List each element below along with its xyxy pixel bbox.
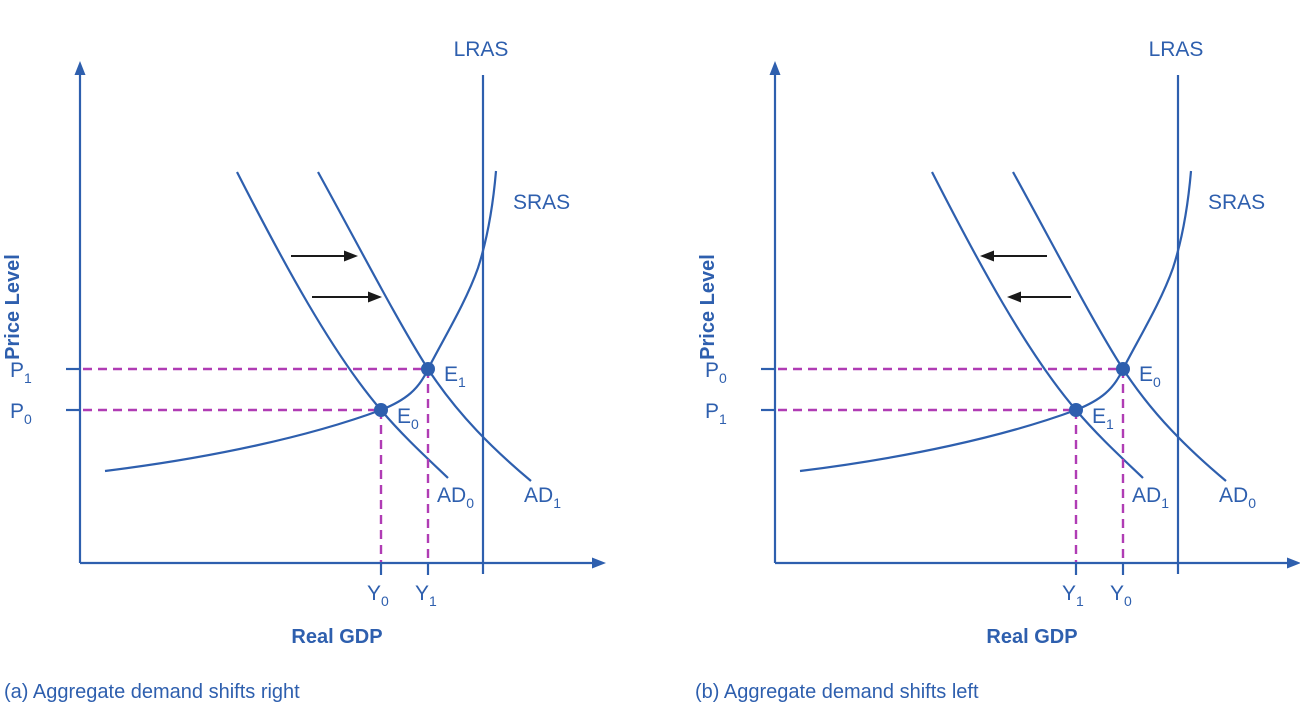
equilibrium-dot-lower: [374, 403, 388, 417]
lras-label: LRAS: [454, 38, 509, 61]
quantity-left-label: Y1: [1062, 582, 1084, 609]
shift-arrow-right-1: [291, 250, 358, 262]
arrow-left-icon: [1007, 291, 1021, 303]
panel-b-caption: (b) Aggregate demand shifts left: [695, 681, 979, 703]
price-upper-label: P0: [705, 359, 727, 386]
quantity-left-label: Y0: [367, 582, 389, 609]
y-axis-arrow-icon: [769, 61, 781, 75]
x-axis-label: Real GDP: [986, 626, 1077, 648]
shift-arrow-right-2: [312, 291, 382, 303]
quantity-right-label: Y1: [415, 582, 437, 609]
arrow-right-icon: [368, 291, 382, 303]
y-axis-label: Price Level: [2, 254, 24, 360]
equilibrium-dot-upper: [421, 362, 435, 376]
x-axis-arrow-icon: [592, 557, 606, 569]
ad-left-label: AD0: [437, 484, 474, 511]
y-axis-label: Price Level: [697, 254, 719, 360]
ad-right-label: AD1: [524, 484, 561, 511]
equilibrium-dot-lower: [1069, 403, 1083, 417]
equilibrium-dot-upper: [1116, 362, 1130, 376]
y-axis-arrow-icon: [74, 61, 86, 75]
sras-label: SRAS: [1208, 191, 1265, 214]
price-lower-label: P1: [705, 400, 727, 427]
sras-label: SRAS: [513, 191, 570, 214]
panel-a: LRAS SRAS AD0 AD1 E1 E0 P1 P0 Y0 Y1 Real…: [2, 38, 606, 648]
x-axis-label: Real GDP: [291, 626, 382, 648]
price-upper-label: P1: [10, 359, 32, 386]
shift-arrow-left-2: [1007, 291, 1071, 303]
ad-curve-right: [1012, 171, 1227, 482]
lras-label: LRAS: [1149, 38, 1204, 61]
ad-curve-right: [317, 171, 532, 482]
ad-curve-left: [931, 171, 1144, 479]
shift-arrow-left-1: [980, 250, 1047, 262]
sras-curve: [104, 170, 498, 473]
quantity-right-label: Y0: [1110, 582, 1132, 609]
panel-b: LRAS SRAS AD1 AD0 E0 E1 P0 P1 Y1 Y0 Real…: [697, 38, 1300, 648]
ad-left-label: AD1: [1132, 484, 1169, 511]
equilibrium-upper-label: E1: [444, 363, 466, 390]
panel-a-caption: (a) Aggregate demand shifts right: [4, 681, 300, 703]
equilibrium-upper-label: E0: [1139, 363, 1161, 390]
x-axis-arrow-icon: [1287, 557, 1300, 569]
price-lower-label: P0: [10, 400, 32, 427]
ad-curve-left: [236, 171, 449, 479]
arrow-right-icon: [344, 250, 358, 262]
ad-right-label: AD0: [1219, 484, 1256, 511]
equilibrium-lower-label: E0: [397, 405, 419, 432]
sras-curve: [799, 170, 1193, 473]
equilibrium-lower-label: E1: [1092, 405, 1114, 432]
arrow-left-icon: [980, 250, 994, 262]
